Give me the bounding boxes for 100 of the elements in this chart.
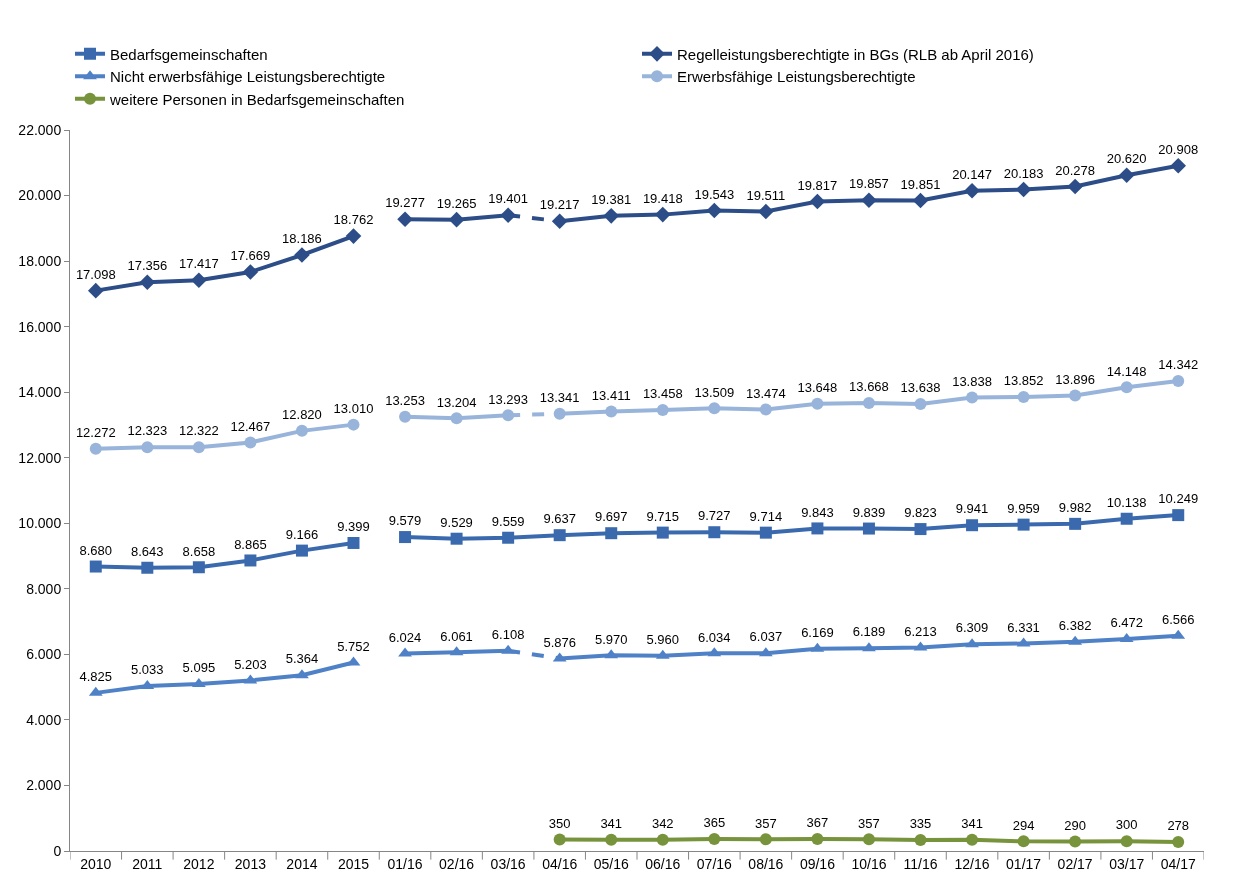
x-tick-label: 12/16	[954, 855, 990, 872]
data-label: 20.278	[1055, 162, 1096, 178]
data-label: 342	[651, 816, 674, 832]
data-label: 14.148	[1106, 363, 1147, 379]
point	[758, 203, 774, 220]
data-label: 13.458	[642, 386, 683, 402]
data-label: 5.752	[337, 638, 370, 654]
data-label: 19.217	[539, 197, 580, 213]
point	[759, 526, 772, 539]
data-label: 9.715	[646, 508, 680, 524]
point	[862, 642, 876, 652]
point	[139, 274, 156, 290]
point	[192, 441, 205, 454]
data-label: 5.970	[594, 631, 628, 647]
point	[1017, 391, 1030, 404]
legend-label: Erwerbsfähige Leistungsberechtigte	[677, 68, 916, 86]
data-label: 13.411	[591, 387, 631, 403]
point	[141, 441, 154, 454]
data-label: 19.857	[849, 176, 889, 192]
data-label: 19.418	[642, 190, 683, 206]
data-label: 17.356	[127, 258, 168, 274]
point	[603, 208, 620, 224]
data-label: 20.908	[1158, 142, 1199, 158]
point	[708, 526, 721, 539]
point	[1172, 374, 1185, 387]
point	[861, 192, 877, 209]
point	[605, 527, 618, 540]
point	[759, 403, 772, 416]
x-tick-label: 03/16	[490, 855, 526, 872]
data-label: 365	[703, 815, 726, 831]
y-tick-label: 20.000	[18, 187, 62, 204]
point	[1118, 167, 1135, 184]
data-label: 9.843	[801, 504, 834, 520]
point	[398, 647, 412, 657]
data-label: 6.169	[801, 625, 834, 641]
data-label: 8.643	[131, 544, 164, 559]
data-label: 13.204	[436, 394, 477, 410]
data-label: 13.852	[1003, 373, 1044, 389]
data-label: 9.559	[491, 513, 525, 529]
point	[242, 264, 259, 280]
point	[966, 519, 979, 532]
point	[1017, 518, 1030, 531]
legend-label: Regelleistungsberechtigte in BGs (RLB ab April 2016)	[677, 45, 1034, 63]
data-label: 6.382	[1058, 618, 1092, 634]
data-label: 14.342	[1158, 357, 1199, 373]
point	[244, 554, 257, 567]
point	[294, 247, 310, 263]
data-label: 9.697	[594, 509, 628, 525]
data-label: 6.331	[1007, 619, 1040, 635]
point	[862, 522, 875, 535]
x-tick-label: 2011	[132, 855, 163, 872]
data-label: 10.249	[1158, 491, 1199, 507]
data-label: 13.896	[1055, 371, 1096, 387]
point	[295, 424, 308, 437]
data-label: 13.253	[385, 392, 425, 408]
data-label: 9.839	[852, 504, 886, 520]
point	[1120, 512, 1133, 525]
point	[192, 561, 205, 574]
data-label: 290	[1064, 817, 1086, 833]
point	[965, 638, 979, 648]
point	[605, 833, 618, 846]
data-label: 5.876	[543, 634, 576, 650]
data-label: 5.364	[285, 651, 319, 667]
point	[759, 833, 772, 846]
data-label: 17.098	[75, 266, 116, 282]
x-tick-label: 2015	[337, 855, 370, 872]
point	[89, 442, 102, 455]
data-label: 4.825	[79, 669, 113, 685]
x-tick-label: 07/16	[696, 855, 733, 872]
data-label: 294	[1012, 817, 1035, 833]
data-label: 10.138	[1106, 495, 1147, 510]
data-label: 13.668	[849, 379, 889, 395]
data-label: 9.959	[1007, 500, 1040, 516]
point	[295, 544, 308, 557]
point	[656, 833, 669, 846]
data-label: 6.037	[749, 629, 783, 645]
point	[448, 211, 465, 228]
point	[656, 526, 669, 539]
point	[1170, 157, 1187, 174]
data-label: 20.147	[952, 166, 992, 182]
point	[1017, 835, 1030, 848]
y-tick-label: 4.000	[26, 711, 62, 728]
point	[914, 523, 927, 536]
point	[347, 418, 360, 431]
point	[553, 529, 566, 542]
data-label: 6.472	[1110, 615, 1143, 631]
point	[551, 213, 568, 230]
data-label: 17.669	[230, 248, 271, 264]
data-label: 367	[806, 815, 829, 831]
point	[1172, 509, 1185, 522]
point	[966, 833, 979, 846]
data-label: 13.010	[333, 400, 374, 416]
data-label: 357	[755, 815, 777, 831]
data-label: 9.166	[285, 526, 319, 542]
data-label: 6.189	[852, 624, 886, 640]
data-label: 9.727	[698, 508, 731, 524]
data-label: 6.034	[698, 629, 731, 645]
data-label: 5.960	[646, 631, 680, 647]
point	[809, 193, 826, 210]
x-tick-label: 08/16	[748, 855, 784, 872]
